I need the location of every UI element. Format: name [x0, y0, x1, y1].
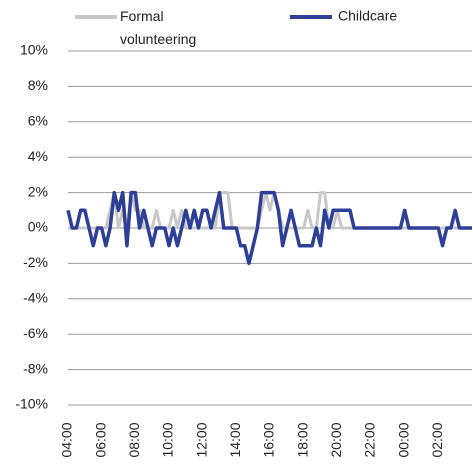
x-tick-label: 22:00 — [362, 422, 378, 457]
x-tick-label: 14:00 — [227, 422, 243, 457]
x-tick-label: 08:00 — [126, 422, 142, 457]
x-tick-label: 06:00 — [92, 422, 108, 457]
series-line — [68, 191, 472, 230]
series-line — [66, 190, 472, 266]
y-tick-label: -2% — [23, 254, 48, 270]
y-tick-label: 4% — [28, 148, 48, 164]
x-tick-label: 20:00 — [328, 422, 344, 457]
y-tick-label: 2% — [28, 183, 48, 199]
y-tick-label: 10% — [20, 42, 48, 58]
y-tick-label: 6% — [28, 113, 48, 129]
x-tick-label: 16:00 — [261, 422, 277, 457]
x-tick-label: 00:00 — [395, 422, 411, 457]
x-tick-label: 10:00 — [160, 422, 176, 457]
y-tick-label: -8% — [23, 360, 48, 376]
y-tick-label: -10% — [15, 396, 48, 412]
y-tick-label: -4% — [23, 290, 48, 306]
y-tick-label: 0% — [28, 219, 48, 235]
x-tick-label: 12:00 — [193, 422, 209, 457]
x-tick-label: 18:00 — [294, 422, 310, 457]
legend-label: Formal volunteering — [120, 8, 196, 47]
legend-label: Childcare — [338, 8, 397, 24]
x-tick-label: 04:00 — [59, 422, 75, 457]
y-tick-label: -6% — [23, 325, 48, 341]
y-tick-label: 8% — [28, 77, 48, 93]
x-tick-label: 02:00 — [429, 422, 445, 457]
